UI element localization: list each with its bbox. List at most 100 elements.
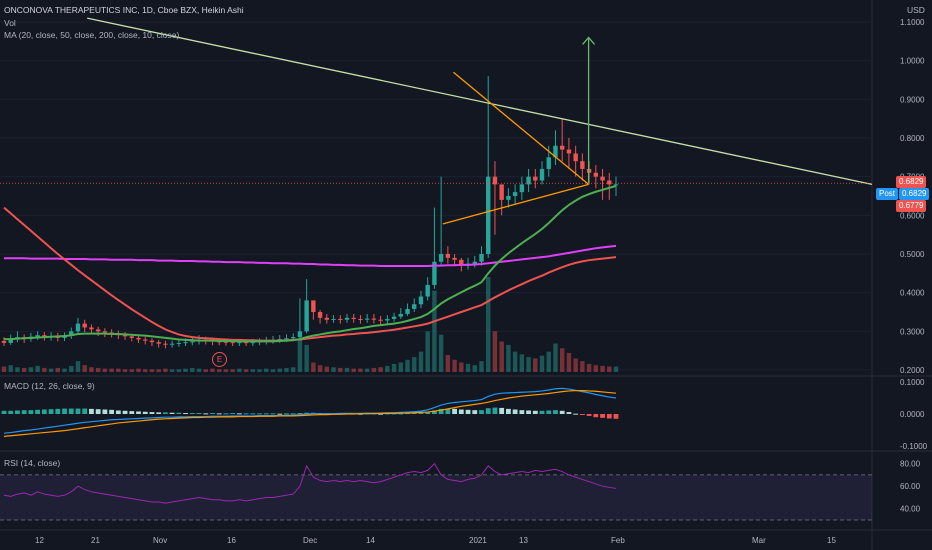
candle-body [378,319,383,321]
volume-bar [89,367,94,372]
volume-bar [586,363,592,372]
earnings-event-marker[interactable]: E [212,352,227,367]
volume-bar [593,365,599,372]
volume-bar [243,369,249,372]
macd-histogram-bar [55,408,61,414]
macd-histogram-bar [1,410,7,414]
volume-bar [311,362,316,372]
macd-histogram-bar [613,414,619,419]
macd-histogram-bar [62,408,67,414]
volume-bar [351,368,356,372]
volume-bar [506,344,511,372]
ma20-line [4,184,617,343]
volume-bar [304,344,309,372]
candle-body [223,341,229,343]
candle-body [136,337,141,340]
macd-histogram-bar [163,412,168,414]
volume-bar [129,369,134,372]
volume-bar [580,361,585,372]
macd-histogram-bar [169,412,175,414]
candle-body [391,316,397,319]
volume-bar [1,366,7,372]
macd-histogram-bar [452,408,457,414]
macd-histogram-bar [519,410,525,414]
volume-bar [358,368,363,372]
price-tick-label: 0.6000 [900,211,925,220]
volume-bar [237,368,242,372]
ma-legend: MA (20, close, 50, close, 200, close, 10… [4,30,180,40]
candle-body [459,259,464,266]
macd-histogram-bar [465,409,471,414]
time-tick-label: 16 [227,536,236,545]
macd-histogram-bar [257,413,262,415]
candle-body [566,149,572,154]
target-arrow-head [582,36,596,45]
candle-body [169,343,175,345]
macd-histogram-bar [499,407,505,414]
volume-bar [331,367,336,372]
volume-bar [378,367,383,372]
macd-histogram-bar [438,408,444,414]
candle-body [149,340,155,343]
candle-body [69,331,74,336]
macd-histogram-bar [411,413,417,415]
volume-bar [116,368,121,372]
macd-histogram-bar [297,413,303,415]
macd-histogram-bar [485,408,491,414]
rsi-legend: RSI (14, close) [4,458,61,468]
macd-histogram-bar [176,412,182,414]
candle-body [472,261,477,264]
candle-body [290,337,296,339]
candle-body [506,196,511,200]
volume-bar [35,365,40,372]
price-pane[interactable] [0,17,873,372]
candle-body [479,254,484,262]
candle-body [486,176,491,254]
price-tick-label: 0.5000 [900,250,925,259]
macd-histogram-bar [210,413,215,415]
volume-bar [385,365,390,372]
candle-body [358,318,363,320]
volume-bar [519,354,525,372]
volume-bar [492,331,498,372]
volume-bar [270,369,276,372]
post-price-tag: 0.6829 [899,188,930,200]
candle-body [533,176,538,181]
macd-histogram-bar [196,413,202,415]
rsi-tick-label: 80.00 [900,460,921,469]
candle-body [156,342,161,344]
volume-bar [163,368,168,372]
rsi-pane[interactable] [0,462,872,521]
volume-bar [566,353,572,372]
macd-histogram-bar [398,413,404,415]
candle-body [559,145,565,150]
candle-body [385,318,390,321]
candle-body [75,323,81,332]
rsi-band-fill [0,474,872,520]
candle-body [445,254,451,258]
macd-histogram-bar [600,414,605,418]
macd-histogram-bar [418,412,424,414]
macd-histogram-bar [546,410,552,414]
candle-body [324,317,330,320]
volume-bar [438,334,444,372]
volume-bar [257,369,262,372]
candle-body [546,157,551,169]
volume-bar [203,369,208,372]
volume-bar [183,368,188,372]
candle-body [519,184,525,193]
macd-histogram-bar [553,410,558,414]
macd-histogram-bar [566,412,572,414]
macd-histogram-bar [505,408,511,414]
volume-bar [425,331,430,372]
macd-histogram-bar [250,413,256,415]
price-tick-label: 0.8000 [900,134,925,143]
volume-bar [169,369,175,372]
volume-bar [344,367,350,372]
macd-histogram-bar [606,414,612,419]
rsi-tick-label: 40.00 [900,505,921,514]
macd-histogram-bar [586,414,592,416]
ma200-line [4,244,617,267]
macd-pane[interactable] [1,387,619,437]
candle-body [425,284,430,297]
